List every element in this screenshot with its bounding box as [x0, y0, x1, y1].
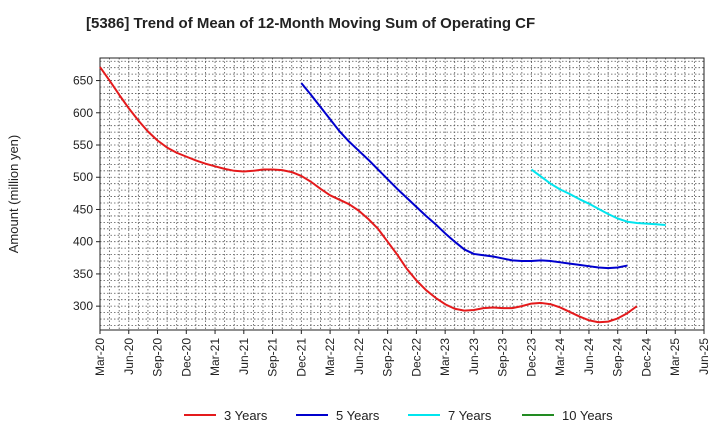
y-tick-label: 550 [73, 138, 93, 152]
x-tick-label: Mar-22 [323, 338, 337, 376]
x-tick-label: Mar-21 [208, 338, 222, 376]
plot-frame [99, 57, 705, 331]
legend-label: 3 Years [224, 408, 268, 423]
legend-label: 5 Years [336, 408, 380, 423]
x-tick-label: Dec-21 [294, 338, 308, 377]
legend-label: 7 Years [448, 408, 492, 423]
y-axis-ticks: 300 350 400 450 500 550 600 650 [73, 74, 100, 313]
x-tick-label: Dec-23 [524, 338, 538, 377]
x-tick-label: Mar-20 [93, 338, 107, 376]
y-tick-label: 350 [73, 267, 93, 281]
x-tick-label: Jun-22 [352, 338, 366, 375]
x-tick-label: Mar-24 [553, 338, 567, 376]
x-tick-label: Dec-22 [409, 338, 423, 377]
x-tick-label: Sep-22 [381, 338, 395, 377]
y-tick-label: 600 [73, 106, 93, 120]
y-tick-label: 300 [73, 299, 93, 313]
series-layer [99, 66, 666, 324]
series-line-5-years [300, 82, 628, 270]
x-tick-label: Sep-20 [151, 338, 165, 377]
x-tick-label: Jun-23 [467, 338, 481, 375]
y-tick-label: 450 [73, 202, 93, 216]
x-tick-label: Mar-25 [668, 338, 682, 376]
x-tick-label: Jun-20 [122, 338, 136, 375]
x-tick-label: Jun-24 [582, 338, 596, 375]
x-tick-label: Sep-23 [496, 338, 510, 377]
x-tick-label: Mar-23 [438, 338, 452, 376]
y-axis-label: Amount (million yen) [6, 135, 21, 254]
y-tick-label: 650 [73, 74, 93, 88]
legend-label: 10 Years [562, 408, 613, 423]
x-tick-label: Dec-24 [639, 338, 653, 377]
x-tick-label: Sep-24 [611, 338, 625, 377]
x-tick-label: Dec-20 [179, 338, 193, 377]
chart-title: [5386] Trend of Mean of 12-Month Moving … [86, 15, 535, 32]
x-axis-ticks: Mar-20 Jun-20 Sep-20 Dec-20 Mar-21 Jun-21 Sep-… [93, 330, 711, 377]
series-line-7-years [530, 168, 666, 226]
series-line-3-years [99, 66, 638, 324]
x-tick-label: Jun-25 [697, 338, 711, 375]
legend: 3 Years 5 Years 7 Years 10 Years [184, 408, 613, 423]
grid [100, 58, 704, 330]
x-tick-label: Sep-21 [266, 338, 280, 377]
y-tick-label: 500 [73, 170, 93, 184]
y-tick-label: 400 [73, 235, 93, 249]
x-tick-label: Jun-21 [237, 338, 251, 375]
